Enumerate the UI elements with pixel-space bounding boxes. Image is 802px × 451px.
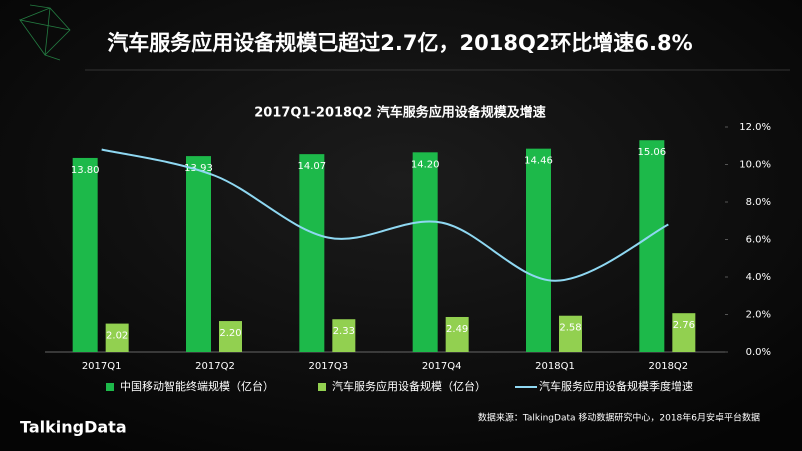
y2-tick-label: 8.0% [746, 197, 771, 208]
bar [639, 140, 665, 352]
y2-tick-label: 4.0% [746, 272, 771, 283]
x-tick-label: 2017Q2 [195, 361, 235, 372]
value-label: 14.07 [298, 161, 327, 172]
value-label: 2.20 [219, 328, 241, 339]
value-label: 14.46 [524, 156, 553, 167]
value-label: 2.49 [446, 324, 468, 335]
x-tick-label: 2017Q4 [422, 361, 462, 372]
value-label: 2.33 [333, 326, 355, 337]
y2-tick-label: 10.0% [739, 160, 771, 171]
legend-swatch [318, 383, 326, 391]
legend-swatch [106, 383, 114, 391]
bar [219, 321, 242, 352]
bar [299, 154, 325, 352]
chart-title: 2017Q1-2018Q2 汽车服务应用设备规模及增速 [254, 105, 545, 121]
page-title: 汽车服务应用设备规模已超过2.7亿，2018Q2环比增速6.8% [107, 31, 692, 55]
bar [526, 148, 551, 352]
legend-label: 中国移动智能终端规模（亿台） [120, 379, 274, 393]
logo-mesh [19, 4, 71, 61]
value-label: 2.02 [106, 331, 128, 342]
y2-tick-label: 0.0% [746, 347, 771, 358]
value-label: 13.93 [184, 163, 213, 174]
logo: TalkingData [20, 418, 127, 437]
value-label: 14.20 [411, 159, 440, 170]
x-tick-label: 2018Q1 [535, 361, 575, 372]
line [101, 148, 669, 282]
bar [105, 323, 129, 352]
bar [445, 316, 469, 352]
x-tick-label: 2017Q3 [308, 361, 348, 372]
legend-label: 汽车服务应用设备规模季度增速 [539, 379, 693, 393]
bar [559, 315, 582, 352]
y2-tick-label: 12.0% [739, 122, 771, 133]
value-label: 2.58 [559, 323, 581, 334]
y2-tick-label: 2.0% [746, 310, 771, 321]
bar [412, 152, 438, 352]
value-label: 13.80 [71, 165, 100, 176]
source: 数据来源：TalkingData 移动数据研究中心，2018年6月安卓平台数据 [478, 412, 760, 424]
bar [672, 313, 696, 352]
value-label: 15.06 [638, 147, 667, 158]
plot: 0.0% 2.0% 4.0% 6.0% 8.0% 10.0% 12.0% 2017Q1 2017… [45, 122, 771, 393]
bar [186, 156, 211, 352]
bar [72, 157, 98, 352]
x-tick-label: 2017Q1 [82, 361, 122, 372]
legend-label: 汽车服务应用设备规模（亿台） [332, 379, 486, 393]
value-label: 2.76 [673, 320, 695, 331]
x-tick-label: 2018Q2 [648, 361, 688, 372]
y2-tick-label: 6.0% [746, 235, 771, 246]
bar [332, 319, 356, 352]
